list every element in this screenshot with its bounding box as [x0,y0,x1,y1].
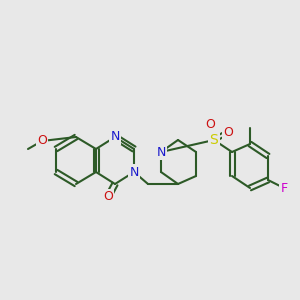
Text: S: S [210,133,218,147]
Text: O: O [205,118,215,130]
Text: N: N [110,130,120,143]
Text: F: F [280,182,288,194]
Text: O: O [223,125,233,139]
Text: N: N [129,166,139,178]
Text: O: O [103,190,113,203]
Text: O: O [37,134,47,148]
Text: N: N [156,146,166,158]
